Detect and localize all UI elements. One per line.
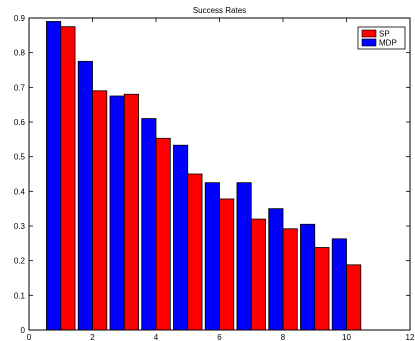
bar-mdp-3 <box>109 95 125 331</box>
bars-layer <box>46 21 362 331</box>
bar-sp-9 <box>314 247 330 331</box>
bar-mdp-2 <box>77 60 93 331</box>
x-tick-label: 4 <box>154 333 159 341</box>
bar-sp-10 <box>346 264 362 331</box>
y-tick-label: 0.4 <box>14 187 26 196</box>
y-tick-label: 0 <box>21 326 26 335</box>
bar-sp-6 <box>219 198 235 331</box>
x-tick-label: 6 <box>217 333 222 341</box>
bar-sp-5 <box>187 173 203 331</box>
bar-mdp-1 <box>46 21 62 331</box>
x-tick-label: 2 <box>90 333 95 341</box>
bar-mdp-4 <box>141 118 157 331</box>
bar-sp-8 <box>282 228 298 331</box>
y-tick-label: 0.8 <box>14 49 26 58</box>
x-tick-label: 8 <box>281 333 286 341</box>
y-tick-label: 0.2 <box>14 257 26 266</box>
legend-label-mdp: MDP <box>379 39 397 48</box>
bar-sp-7 <box>250 218 266 331</box>
bar-sp-3 <box>123 93 139 331</box>
bar-mdp-5 <box>173 144 189 331</box>
ticks-layer: 0 2 4 6 8 10 12 0 0.1 0.2 0.3 0.4 0.5 0.6 0.7 0.8 0.9 <box>14 14 415 341</box>
bar-mdp-10 <box>331 238 347 331</box>
legend-swatch-mdp <box>361 38 377 47</box>
bar-mdp-9 <box>300 223 316 331</box>
x-tick-label: 0 <box>27 333 32 341</box>
y-tick-label: 0.3 <box>14 222 26 231</box>
y-tick-label: 0.9 <box>14 14 26 23</box>
bar-mdp-7 <box>236 182 252 331</box>
chart-title: Success Rates <box>193 6 246 15</box>
legend-label-sp: SP <box>379 30 390 39</box>
x-tick-label: 10 <box>342 333 351 341</box>
bar-mdp-8 <box>268 208 284 331</box>
bar-sp-1 <box>60 26 76 331</box>
bar-sp-2 <box>92 90 108 331</box>
bar-mdp-6 <box>204 182 220 331</box>
x-tick-label: 12 <box>406 333 415 341</box>
bar-sp-4 <box>155 137 171 331</box>
legend-swatch-sp <box>361 29 377 38</box>
y-tick-label: 0.1 <box>14 291 26 300</box>
y-tick-label: 0.5 <box>14 153 26 162</box>
y-tick-label: 0.6 <box>14 118 26 127</box>
y-tick-label: 0.7 <box>14 83 26 92</box>
